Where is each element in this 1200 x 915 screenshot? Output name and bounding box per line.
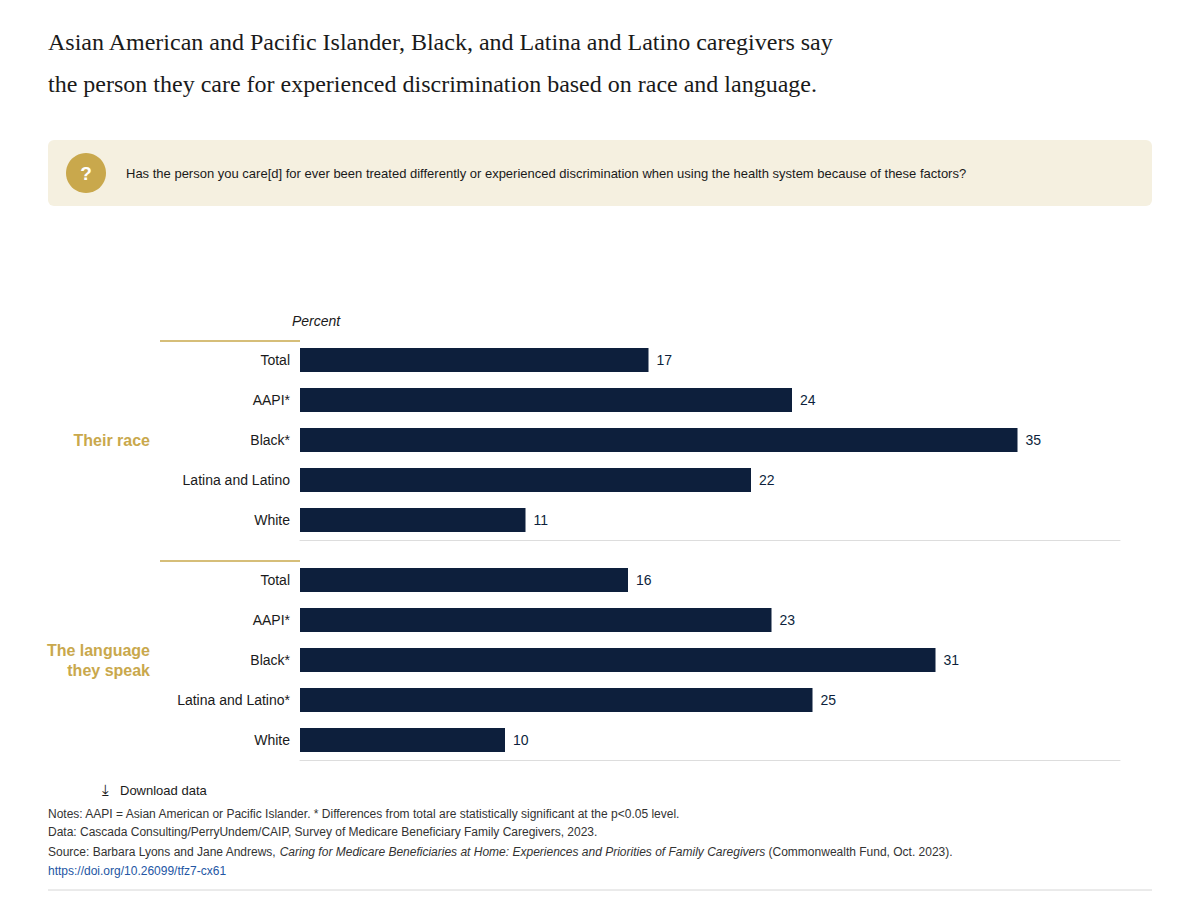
svg-text:Total: Total — [260, 352, 290, 368]
svg-text:AAPI*: AAPI* — [253, 612, 291, 628]
svg-text:31: 31 — [944, 652, 960, 668]
svg-text:The language: The language — [47, 642, 150, 659]
svg-text:11: 11 — [534, 512, 549, 528]
svg-text:Notes: AAPI = Asian American o: Notes: AAPI = Asian American or Pacific … — [48, 807, 679, 821]
svg-text:Their race: Their race — [74, 432, 151, 449]
svg-text:Data: Cascada Consulting/Perry: Data: Cascada Consulting/PerryUndem/CAIP… — [48, 825, 597, 839]
svg-text:17: 17 — [657, 352, 673, 368]
svg-text:(Commonwealth Fund, Oct. 2023): (Commonwealth Fund, Oct. 2023). — [765, 845, 952, 859]
svg-text:10: 10 — [513, 732, 529, 748]
svg-text:22: 22 — [759, 472, 775, 488]
svg-text:Black*: Black* — [250, 432, 290, 448]
svg-text:23: 23 — [780, 612, 796, 628]
svg-text:Asian American and Pacific Isl: Asian American and Pacific Islander, Bla… — [48, 29, 833, 55]
svg-text:the person they care for exper: the person they care for experienced dis… — [48, 71, 817, 97]
svg-text:they speak: they speak — [67, 662, 150, 679]
svg-text:Download data: Download data — [120, 783, 207, 798]
svg-text:?: ? — [80, 163, 92, 184]
svg-text:24: 24 — [800, 392, 816, 408]
svg-text:AAPI*: AAPI* — [253, 392, 291, 408]
svg-text:https://doi.org/10.26099/tfz7-: https://doi.org/10.26099/tfz7-cx61 — [48, 864, 226, 878]
svg-text:35: 35 — [1026, 432, 1042, 448]
svg-text:Total: Total — [260, 572, 290, 588]
svg-text:Latina and Latino: Latina and Latino — [183, 472, 291, 488]
svg-text:⤓: ⤓ — [102, 781, 109, 799]
svg-text:Black*: Black* — [250, 652, 290, 668]
svg-text:Has the person you care[d] for: Has the person you care[d] for ever been… — [126, 166, 966, 181]
svg-text:Source: Barbara Lyons and Jane: Source: Barbara Lyons and Jane Andrews, — [48, 845, 279, 859]
svg-text:25: 25 — [821, 692, 837, 708]
svg-text:16: 16 — [636, 572, 652, 588]
svg-text:Percent: Percent — [292, 313, 341, 329]
svg-text:Caring for Medicare Beneficiar: Caring for Medicare Beneficiaries at Hom… — [280, 845, 766, 859]
svg-text:Latina and Latino*: Latina and Latino* — [177, 692, 290, 708]
svg-text:White: White — [254, 732, 290, 748]
svg-text:White: White — [254, 512, 290, 528]
